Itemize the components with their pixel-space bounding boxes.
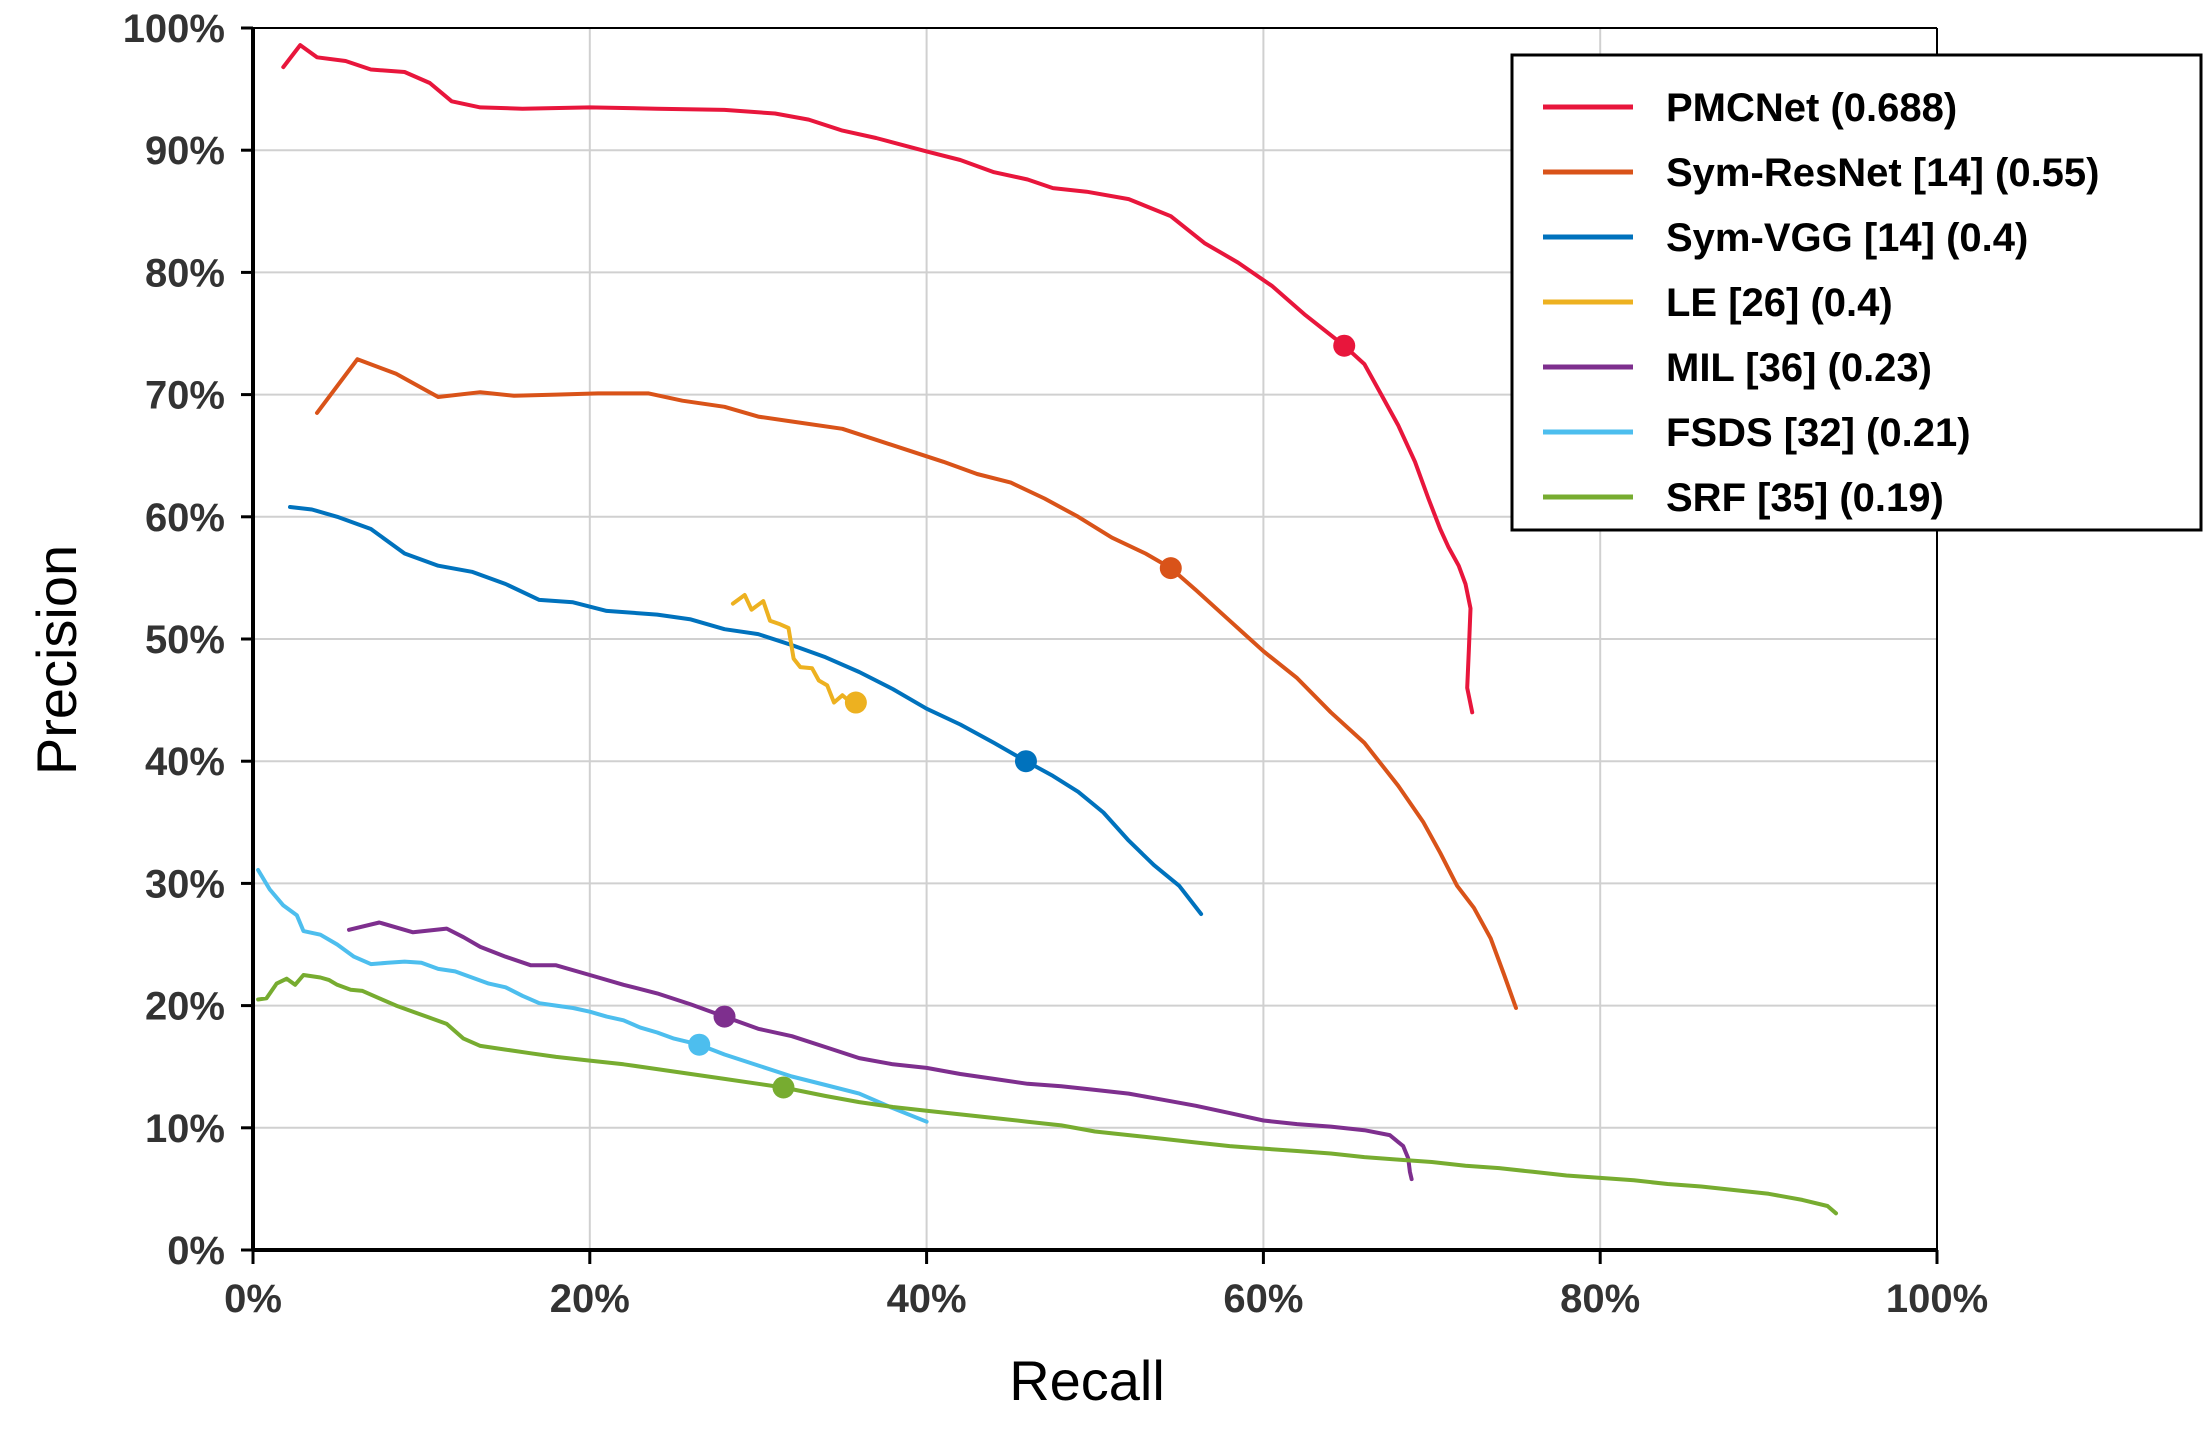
- x-ticks: 0% 20% 40% 60% 80% 100%: [224, 1250, 1988, 1321]
- y-tick-label: 10%: [145, 1107, 225, 1151]
- y-axis-title: Precision: [25, 545, 88, 775]
- series-line-5: [256, 868, 929, 1124]
- series-line-3: [730, 593, 858, 705]
- series-marker-6: [772, 1076, 795, 1099]
- y-tick-label: 20%: [145, 985, 225, 1029]
- series-marker-4: [713, 1005, 736, 1028]
- legend-label-4: MIL [36] (0.23): [1666, 346, 1932, 390]
- y-tick-label: 50%: [145, 618, 225, 662]
- x-tick-label: 0%: [224, 1277, 282, 1321]
- y-tick-label: 60%: [145, 496, 225, 540]
- x-tick-label: 40%: [887, 1277, 967, 1321]
- y-tick-label: 30%: [145, 862, 225, 906]
- legend-label-6: SRF [35] (0.19): [1666, 476, 1944, 520]
- y-ticks: 0% 10% 20% 30% 40% 50% 60% 70% 80% 90% 100%: [123, 7, 253, 1273]
- series-layer: [256, 43, 1838, 1216]
- legend-label-3: LE [26] (0.4): [1666, 281, 1893, 325]
- y-tick-label: 100%: [123, 7, 225, 51]
- x-axis-title: Recall: [1009, 1349, 1165, 1412]
- legend-label-1: Sym-ResNet [14] (0.55): [1666, 151, 2100, 195]
- x-tick-label: 20%: [550, 1277, 630, 1321]
- series-marker-3: [844, 691, 867, 714]
- x-tick-label: 100%: [1886, 1277, 1988, 1321]
- legend-label-0: PMCNet (0.688): [1666, 86, 1957, 130]
- series-marker-2: [1014, 750, 1037, 773]
- series-line-4: [347, 920, 1414, 1182]
- y-tick-label: 90%: [145, 129, 225, 173]
- series-marker-1: [1159, 557, 1182, 580]
- x-tick-label: 80%: [1560, 1277, 1640, 1321]
- series-line-0: [281, 43, 1475, 715]
- series-line-1: [315, 357, 1518, 1010]
- series-marker-0: [1333, 334, 1356, 357]
- y-tick-label: 70%: [145, 374, 225, 418]
- series-marker-5: [688, 1033, 711, 1056]
- legend: PMCNet (0.688) Sym-ResNet [14] (0.55) Sym-…: [1510, 53, 2203, 532]
- y-tick-label: 80%: [145, 251, 225, 295]
- legend-box: [1510, 53, 2203, 532]
- y-tick-label: 40%: [145, 740, 225, 784]
- series-line-2: [288, 505, 1204, 916]
- legend-label-5: FSDS [32] (0.21): [1666, 411, 1971, 455]
- series-line-6: [256, 973, 1838, 1216]
- legend-label-2: Sym-VGG [14] (0.4): [1666, 216, 2028, 260]
- y-tick-label: 0%: [167, 1229, 225, 1273]
- x-tick-label: 60%: [1223, 1277, 1303, 1321]
